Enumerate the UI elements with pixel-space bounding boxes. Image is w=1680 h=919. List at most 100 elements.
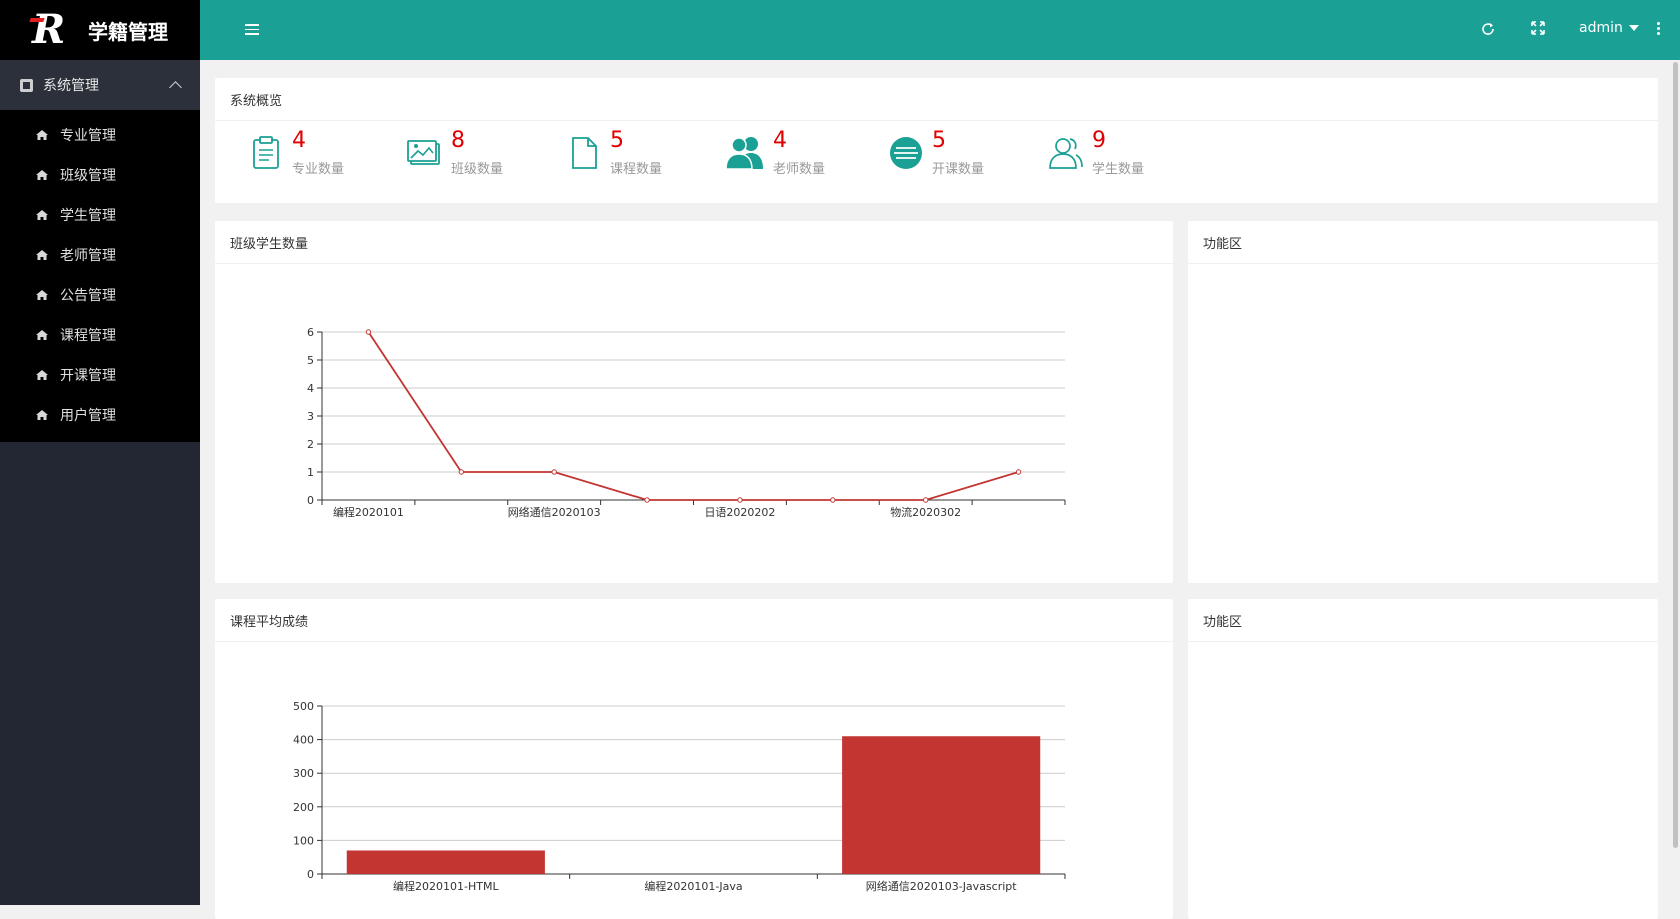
home-icon [36, 370, 48, 380]
x-tick-label: 编程2020101-Java [644, 879, 742, 893]
chart-title: 班级学生数量 [215, 221, 1173, 264]
user-menu[interactable]: admin [1579, 20, 1639, 36]
sidebar-item-label: 开课管理 [60, 368, 116, 384]
sidebar-item-major[interactable]: 专业管理 [0, 115, 200, 155]
stat-label: 开课数量 [932, 162, 985, 177]
sidebar-item-offering[interactable]: 开课管理 [0, 355, 200, 395]
more-icon[interactable] [1657, 22, 1660, 37]
y-tick-label: 3 [307, 410, 314, 423]
panel-title: 功能区 [1188, 599, 1658, 642]
stat-value: 5 [610, 128, 624, 153]
sidebar: R 学籍管理 系统管理 专业管理 班级管理 学生管理 老师管理 公告管理 课程管… [0, 0, 200, 905]
y-tick-label: 200 [293, 801, 314, 814]
course-score-chart-card: 课程平均成绩 0 100 200 300 400 500 编程2020101-HTML 编程2… [215, 599, 1173, 919]
data-point [737, 497, 743, 503]
stat-label: 学生数量 [1092, 162, 1145, 177]
chevron-up-icon [169, 80, 182, 94]
overview-card: 系统概览 4 专业数量 8 班级数量 5 课程数量 4 老师数量 5 开课数量 … [215, 78, 1658, 203]
sidebar-item-label: 学生管理 [60, 208, 116, 224]
stat-value: 5 [932, 128, 946, 153]
y-tick-label: 0 [307, 494, 314, 507]
y-tick-label: 500 [293, 700, 314, 713]
logo-mark: R [29, 10, 74, 50]
data-point [458, 469, 465, 475]
data-point [365, 329, 372, 335]
home-icon [36, 330, 48, 340]
y-tick-label: 100 [293, 834, 314, 847]
x-tick-label: 网络通信2020103 [508, 505, 601, 519]
book-icon [20, 78, 33, 92]
menu-toggle-icon[interactable] [245, 24, 259, 35]
sidebar-group-label: 系统管理 [43, 78, 99, 94]
sidebar-item-label: 用户管理 [60, 408, 116, 424]
x-tick-label: 日语2020202 [704, 506, 775, 519]
refresh-icon[interactable] [1480, 21, 1496, 37]
user-group-icon [1049, 138, 1083, 169]
logo[interactable]: R 学籍管理 [0, 0, 200, 60]
data-point [922, 497, 929, 503]
series-line [367, 331, 1019, 501]
stat-value: 4 [292, 128, 306, 153]
app-title: 学籍管理 [88, 19, 168, 44]
stat-label: 老师数量 [773, 162, 826, 177]
overview-title: 系统概览 [215, 78, 1658, 121]
sidebar-item-label: 专业管理 [60, 128, 116, 144]
y-tick-label: 4 [307, 382, 314, 395]
x-tick-label: 编程2020101-HTML [393, 879, 499, 893]
stat-value: 4 [773, 128, 787, 153]
stat-label: 课程数量 [610, 162, 663, 177]
sidebar-item-user[interactable]: 用户管理 [0, 395, 200, 435]
sidebar-item-label: 班级管理 [60, 168, 116, 184]
sidebar-submenu: 专业管理 班级管理 学生管理 老师管理 公告管理 课程管理 开课管理 用户管理 [0, 110, 200, 442]
data-point [551, 469, 557, 475]
sidebar-item-course[interactable]: 课程管理 [0, 315, 200, 355]
sidebar-item-label: 公告管理 [60, 288, 116, 304]
bar [346, 850, 545, 874]
bar [842, 736, 1041, 874]
y-tick-label: 6 [307, 326, 314, 339]
list-circle-icon [890, 137, 922, 169]
panel-title: 功能区 [1188, 221, 1658, 264]
data-point [830, 497, 836, 503]
data-point [1015, 469, 1022, 475]
function-panel-2: 功能区 [1188, 599, 1658, 919]
scrollbar-thumb[interactable] [1673, 62, 1678, 848]
sidebar-item-class[interactable]: 班级管理 [0, 155, 200, 195]
x-tick-label: 物流2020302 [890, 505, 961, 519]
chart-title: 课程平均成绩 [215, 599, 1173, 642]
y-tick-label: 300 [293, 767, 314, 780]
home-icon [36, 290, 48, 300]
stat-label: 班级数量 [451, 162, 504, 177]
users-icon [725, 137, 763, 170]
sidebar-item-label: 老师管理 [60, 248, 116, 264]
class-student-chart-card: 班级学生数量 0 1 2 3 4 5 6 编程2020101 网络通信2020103 日语2020… [215, 221, 1173, 583]
home-icon [36, 170, 48, 180]
x-tick-label: 网络通信2020103-Javascript [866, 879, 1018, 893]
home-icon [36, 250, 48, 260]
sidebar-item-teacher[interactable]: 老师管理 [0, 235, 200, 275]
fullscreen-icon[interactable] [1531, 21, 1547, 37]
stat-value: 9 [1092, 128, 1106, 153]
home-icon [36, 410, 48, 420]
y-tick-label: 5 [307, 354, 314, 367]
sidebar-item-student[interactable]: 学生管理 [0, 195, 200, 235]
sidebar-item-notice[interactable]: 公告管理 [0, 275, 200, 315]
y-tick-label: 1 [307, 466, 314, 479]
stat-label: 专业数量 [292, 162, 345, 177]
y-tick-label: 0 [307, 868, 314, 881]
clipboard-icon [253, 136, 279, 169]
class-student-line-chart: 0 1 2 3 4 5 6 编程2020101 网络通信2020103 日语2020202 物流20… [307, 326, 1066, 519]
y-tick-label: 400 [293, 734, 314, 747]
file-icon [572, 137, 597, 169]
caret-down-icon [1628, 25, 1639, 31]
stat-value: 8 [451, 128, 465, 153]
x-tick-label: 编程2020101 [333, 505, 404, 519]
sidebar-item-label: 课程管理 [60, 328, 116, 344]
data-point [644, 497, 650, 503]
topbar: admin [200, 0, 1680, 60]
username: admin [1579, 20, 1623, 36]
sidebar-group-system[interactable]: 系统管理 [0, 60, 200, 110]
image-icon [407, 140, 440, 165]
y-tick-label: 2 [307, 438, 314, 451]
function-panel-1: 功能区 [1188, 221, 1658, 583]
